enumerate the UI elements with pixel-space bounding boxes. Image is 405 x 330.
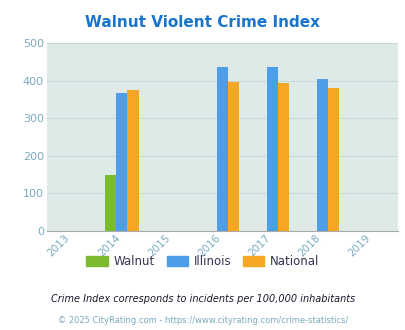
Bar	[216, 67, 227, 231]
Bar	[116, 92, 127, 231]
Legend: Walnut, Illinois, National: Walnut, Illinois, National	[81, 250, 324, 273]
Text: Walnut Violent Crime Index: Walnut Violent Crime Index	[85, 15, 320, 30]
Bar	[227, 82, 238, 231]
Text: © 2025 CityRating.com - https://www.cityrating.com/crime-statistics/: © 2025 CityRating.com - https://www.city…	[58, 316, 347, 325]
Bar	[105, 175, 116, 231]
Bar	[277, 83, 288, 231]
Text: Crime Index corresponds to incidents per 100,000 inhabitants: Crime Index corresponds to incidents per…	[51, 294, 354, 304]
Bar	[266, 67, 277, 231]
Bar	[327, 88, 338, 231]
Bar	[127, 90, 138, 231]
Bar	[316, 79, 327, 231]
